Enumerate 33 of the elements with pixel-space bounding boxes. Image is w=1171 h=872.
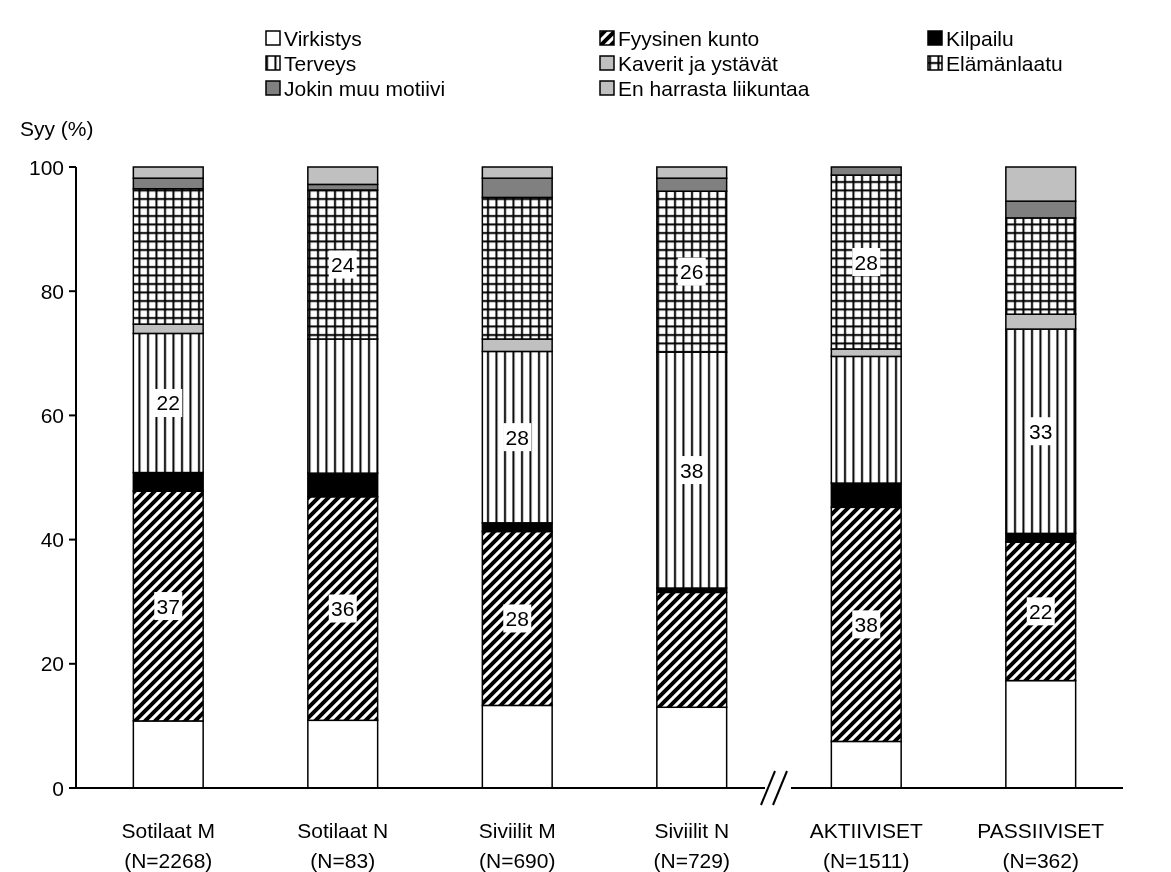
y-tick-label: 60 [40, 403, 64, 427]
x-tick-label: Sotilaat N (N=83) [297, 819, 389, 872]
data-label: 22 [156, 391, 180, 415]
data-label: 28 [505, 606, 529, 630]
data-label: 36 [331, 597, 355, 621]
legend-label: Fyysinen kunto [618, 26, 760, 50]
x-tick-label: AKTIIVISET (N=1511) [809, 819, 924, 872]
x-tick-label: Sotilaat M (N=2268) [121, 819, 215, 872]
legend-label: Terveys [284, 51, 357, 75]
data-label: 37 [156, 594, 180, 618]
x-tick-label: PASSIIVISET (N=362) [977, 819, 1105, 872]
data-label: 33 [1029, 419, 1053, 443]
legend-label: Elämänlaatu [946, 51, 1063, 75]
y-tick-label: 0 [52, 776, 64, 800]
y-axis-title: Syy (%) [20, 117, 94, 140]
y-tick-label: 40 [40, 528, 64, 552]
data-label: 38 [680, 458, 704, 482]
legend-label: Kilpailu [946, 26, 1014, 50]
y-tick-label: 80 [40, 279, 64, 303]
x-tick-label: Siviilit N (N=729) [653, 819, 730, 872]
data-label: 38 [854, 612, 878, 636]
legend-label: Jokin muu motiivi [284, 76, 446, 100]
y-tick-label: 20 [40, 652, 64, 676]
data-label: 26 [680, 260, 704, 284]
data-label: 22 [1029, 599, 1053, 623]
legend-label: Virkistys [284, 26, 362, 50]
legend-label: En harrasta liikuntaa [618, 76, 810, 100]
data-label: 28 [854, 250, 878, 274]
y-tick-label: 100 [28, 155, 64, 179]
x-tick-label: Siviilit M (N=690) [478, 819, 556, 872]
data-label: 28 [505, 425, 529, 449]
legend-label: Kaverit ja ystävät [618, 51, 779, 75]
data-label: 24 [331, 253, 355, 276]
